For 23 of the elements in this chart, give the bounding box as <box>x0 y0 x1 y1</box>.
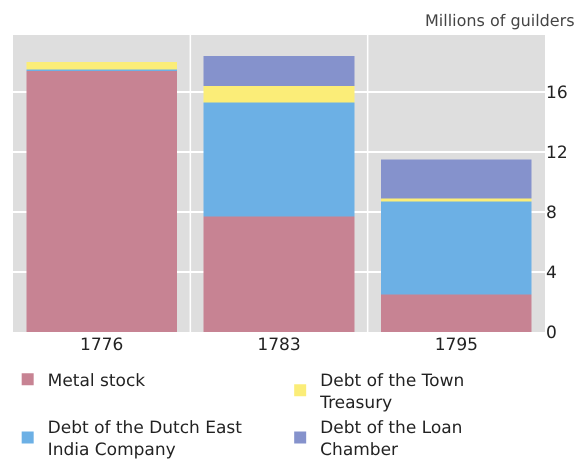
legend-label: Debt of the Loan Chamber <box>320 418 462 460</box>
y-tick-label: 0 <box>546 322 557 343</box>
x-tick-label: 1783 <box>257 335 301 355</box>
bar <box>380 202 532 294</box>
x-tick-label: 1776 <box>80 335 124 355</box>
x-tick-label: 1795 <box>434 335 478 355</box>
y-tick-label: 12 <box>546 142 568 163</box>
y-tick-label: 16 <box>546 82 568 103</box>
y-tick-label: 4 <box>546 262 557 283</box>
legend-label: Debt of the Town Treasury <box>319 370 464 413</box>
bar <box>380 198 532 202</box>
bar <box>204 102 354 216</box>
y-axis-title: Millions of guilders <box>425 11 575 30</box>
y-tick-label: 8 <box>546 202 557 223</box>
legend-label: Debt of the Dutch East India Company <box>48 418 242 460</box>
bar <box>204 56 354 86</box>
bar <box>204 216 354 332</box>
bar <box>380 160 532 198</box>
bar <box>380 294 532 332</box>
legend-label: Metal stock <box>48 370 146 391</box>
bar <box>204 86 354 102</box>
bar <box>26 62 178 70</box>
bar <box>26 71 178 332</box>
